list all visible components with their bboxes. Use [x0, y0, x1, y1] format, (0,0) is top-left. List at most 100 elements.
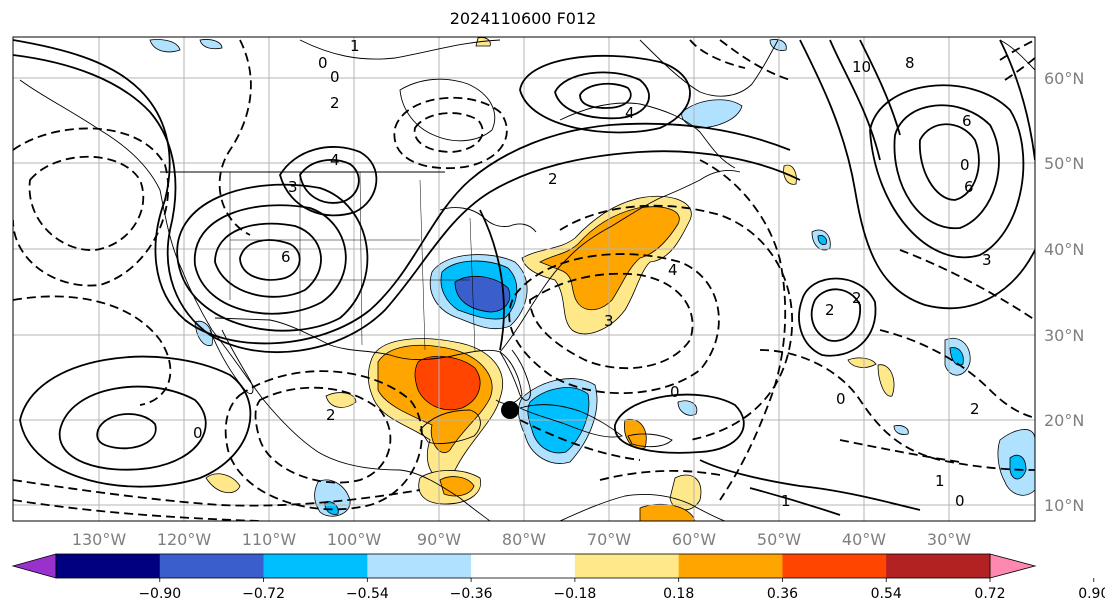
contour-dashed [999, 39, 1035, 61]
contour-solid [829, 39, 881, 161]
lat-label-10n: 10°N [1044, 496, 1084, 515]
warm-anomaly-patch [624, 418, 647, 450]
contour-dashed [839, 439, 961, 463]
colorbar-tick-label: 0.72 [974, 586, 1005, 602]
contour-solid [279, 146, 378, 217]
contour-label: 2 [825, 301, 835, 319]
contour-label: 0 [318, 54, 328, 72]
lat-label-40n: 40°N [1044, 240, 1084, 259]
contour-label: 0 [836, 390, 846, 408]
contour-solid [810, 288, 861, 342]
contour-label: 2 [326, 406, 336, 424]
yucatan [419, 409, 481, 445]
lon-label: 120°W [157, 530, 212, 549]
colorbar-bin [159, 554, 265, 578]
colorbar-bin [56, 554, 161, 578]
lat-label-50n: 50°N [1044, 154, 1084, 173]
contour-solid [58, 385, 207, 471]
colorbar-bin [471, 554, 576, 578]
atlantic-coast [499, 169, 741, 353]
great-lakes [439, 207, 537, 233]
contour-label: 4 [668, 261, 678, 279]
warm-anomaly-patch [205, 473, 241, 494]
cold-anomaly-southeast [454, 275, 511, 313]
cool-anomaly-patch [681, 99, 743, 129]
contour-label: 6 [281, 248, 291, 266]
contour-solid [519, 54, 691, 134]
contour-solid [13, 39, 791, 345]
contour-dashed [218, 39, 252, 236]
contour-solid [19, 355, 252, 488]
contour-label: 0 [193, 424, 203, 442]
iceland-coast [999, 39, 1035, 71]
contour-label: 0 [955, 492, 965, 510]
contour-label: 6 [964, 178, 974, 196]
gulf-coast [329, 344, 523, 405]
contour-dashed [28, 155, 145, 251]
contour-label: 0 [330, 68, 340, 86]
colorbar-bin [263, 554, 368, 578]
contour-dashed [13, 127, 170, 287]
contour-dashed-lines [13, 39, 1035, 521]
contour-label: 6 [962, 112, 972, 130]
contour-label: 10 [852, 58, 871, 76]
contour-dashed [599, 469, 721, 481]
lon-label: 80°W [502, 530, 546, 549]
cool-anomaly-patch [149, 39, 181, 53]
south-america-coast [559, 494, 726, 521]
greenland [639, 39, 779, 97]
hudson-bay [399, 78, 496, 142]
contour-solid [239, 239, 301, 281]
contour-label: 3 [982, 251, 992, 269]
warm-anomaly-patch [325, 392, 357, 408]
canada-arctic [299, 39, 501, 60]
lon-label: 40°W [842, 530, 886, 549]
cool-anomaly-patch [199, 39, 223, 50]
contour-label: 0 [670, 383, 680, 401]
hot-anomaly-gulf [414, 356, 481, 411]
colorbar-tick-label: 0.36 [767, 586, 798, 602]
contour-solid [579, 82, 632, 109]
shading-layer [149, 37, 1035, 521]
baja-california [209, 329, 254, 394]
cool-anomaly-patch [1009, 454, 1027, 480]
contour-label: 1 [781, 492, 791, 510]
colorbar-tick-label: 0.90 [1078, 586, 1105, 602]
cool-anomaly-patch [314, 479, 351, 517]
contour-label: 4 [330, 151, 340, 169]
lon-label: 100°W [327, 530, 382, 549]
contour-label: 2 [970, 400, 980, 418]
colorbar: −0.90 −0.72 −0.54 −0.36 −0.18 0.18 0.36 0.54 0.7… [11, 553, 1105, 602]
contour-solid [176, 183, 369, 332]
map-panel: 1 0 0 2 3 4 6 2 4 6 10 8 6 0 3 2 2 0 2 1… [13, 37, 1035, 521]
contour-label: 2 [548, 170, 558, 188]
contour-dashed [393, 96, 508, 169]
florida [499, 349, 531, 401]
black-dot-marker [501, 401, 519, 419]
contour-dashed [1004, 57, 1035, 81]
cuba [518, 404, 623, 438]
map-frame [12, 36, 1036, 522]
pacific-coast [19, 79, 491, 521]
lon-label: 50°W [757, 530, 801, 549]
contour-dashed [413, 112, 484, 153]
hispaniola [627, 433, 673, 448]
lon-label: 90°W [417, 530, 461, 549]
colorbar-bin [886, 554, 991, 578]
warm-anomaly-atlantic-core [539, 206, 680, 311]
contour-solid [999, 39, 1035, 161]
contour-dashed [699, 159, 787, 501]
state-lines [229, 171, 476, 353]
contour-dashed [519, 419, 641, 461]
contour-solid [798, 277, 877, 357]
lon-label: 60°W [672, 530, 716, 549]
map-title: 2024110600 F012 [449, 9, 597, 28]
contour-solid [919, 123, 980, 201]
contour-solid [614, 393, 745, 454]
contour-solid [299, 159, 360, 204]
contour-solid [13, 54, 801, 354]
contour-solid [96, 413, 157, 450]
colorbar-bin [367, 554, 472, 578]
contour-solid [869, 84, 1025, 259]
